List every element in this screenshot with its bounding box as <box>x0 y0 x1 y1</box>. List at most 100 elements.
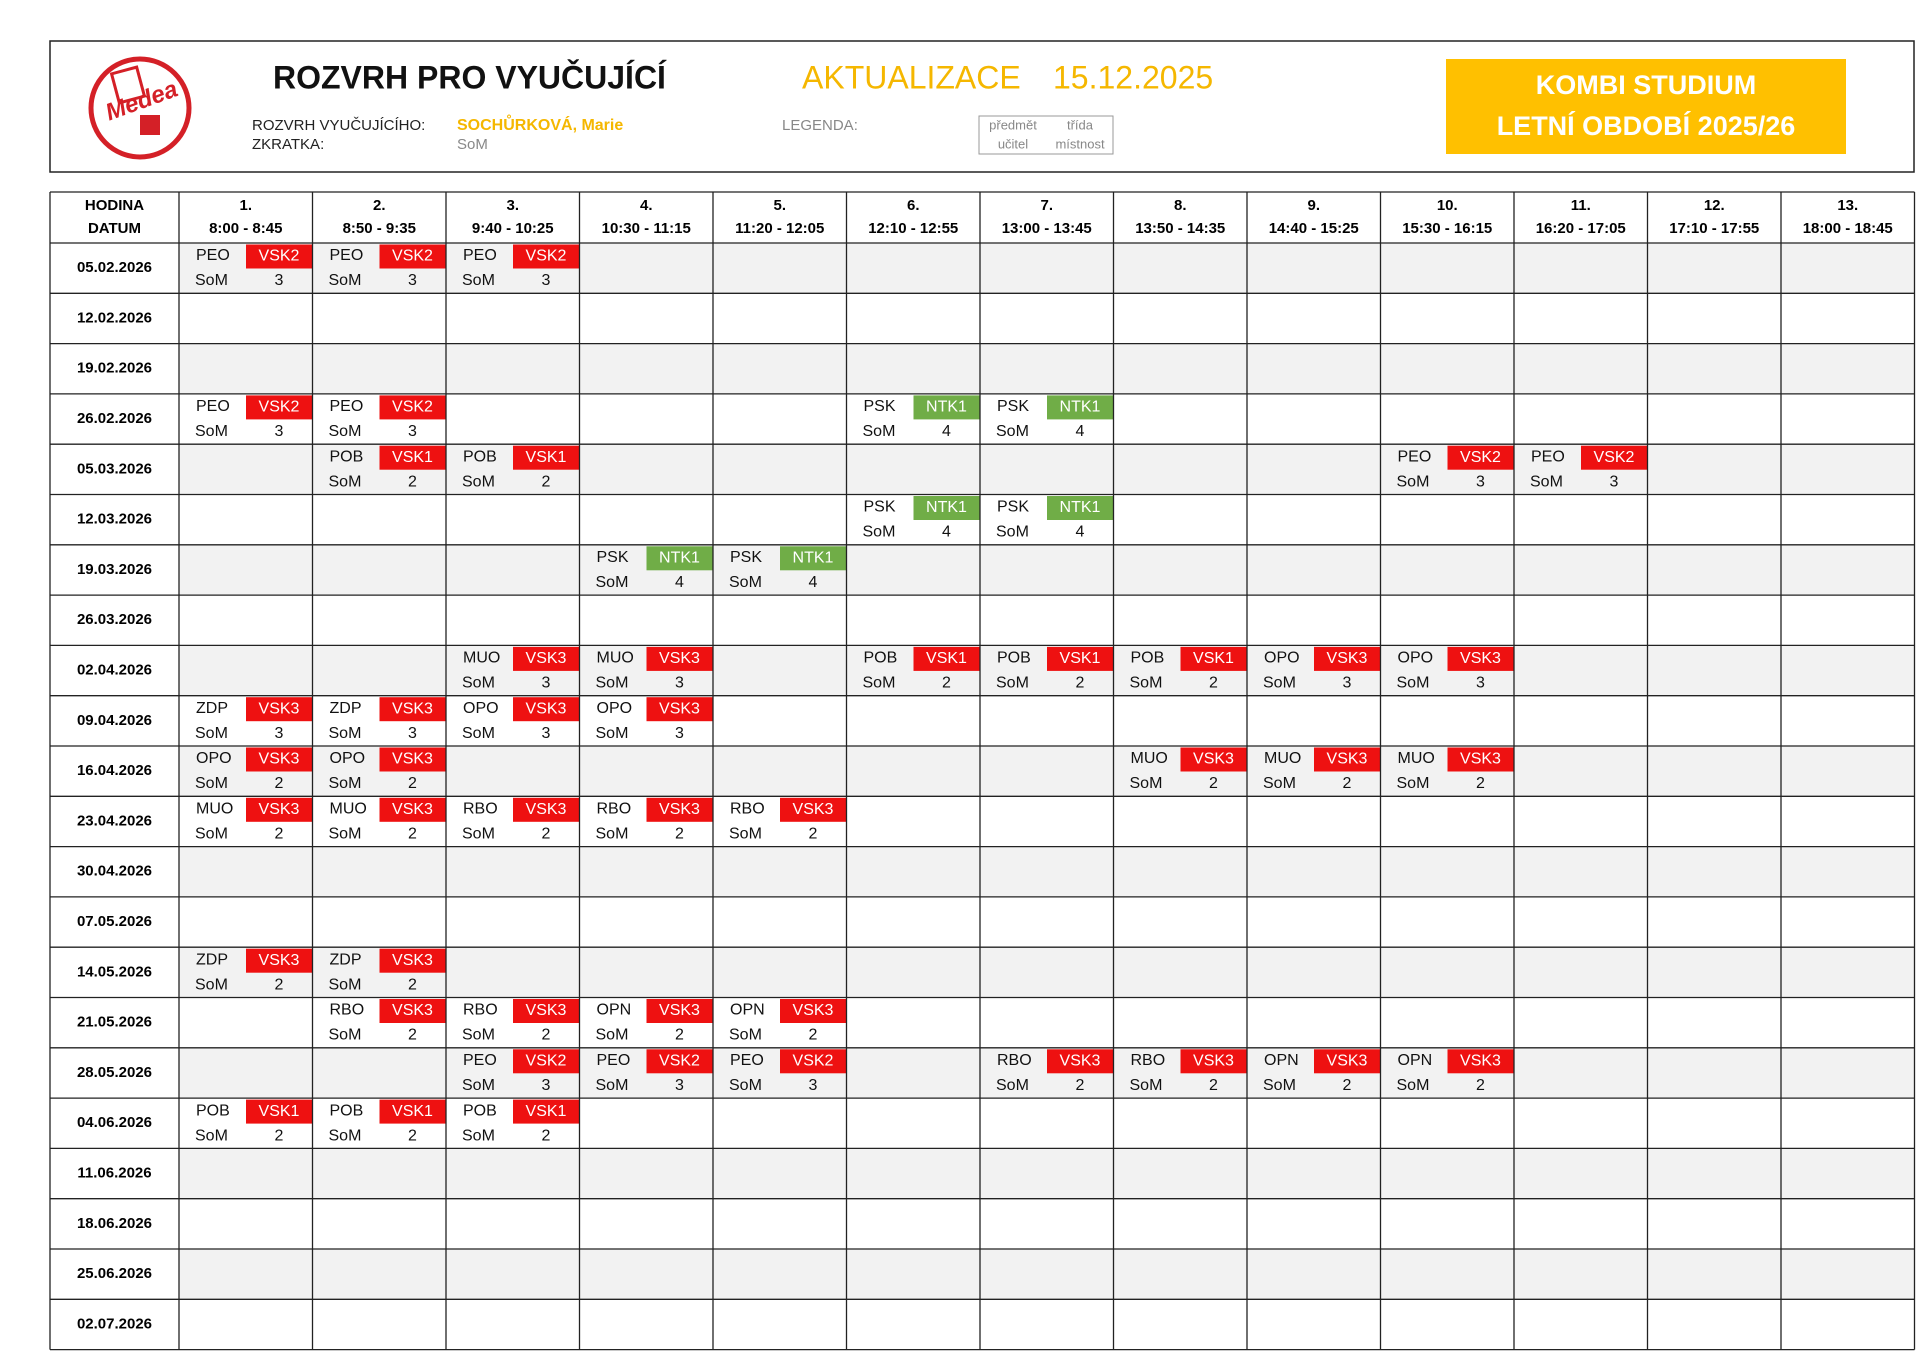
date: 25.06.2026 <box>77 1265 152 1282</box>
date: 02.07.2026 <box>77 1315 152 1332</box>
teacher: SoM <box>329 976 362 993</box>
teacher: SoM <box>195 725 228 742</box>
date: 30.04.2026 <box>77 863 152 880</box>
room: VSK3 <box>526 801 567 818</box>
teacher: SoM <box>1263 675 1296 692</box>
room: VSK3 <box>1460 1053 1501 1070</box>
room: NTK1 <box>926 399 967 416</box>
class: 3 <box>275 423 284 440</box>
period-number: 1. <box>239 197 252 214</box>
room: NTK1 <box>659 550 700 567</box>
subject: ZDP <box>330 700 362 717</box>
teacher: SoM <box>195 976 228 993</box>
teacher: SoM <box>596 826 629 843</box>
room: VSK3 <box>1193 751 1234 768</box>
period-time: 15:30 - 16:15 <box>1402 220 1492 237</box>
room-badge <box>1180 747 1247 772</box>
class: 2 <box>942 675 951 692</box>
subject: PSK <box>997 398 1029 415</box>
class: 2 <box>542 1127 551 1144</box>
subject: PSK <box>730 549 762 566</box>
teacher: SoM <box>329 775 362 792</box>
room-badge <box>780 797 847 822</box>
room: VSK3 <box>526 650 567 667</box>
room-badge <box>513 244 580 269</box>
title: ROZVRH PRO VYUČUJÍCÍ <box>273 59 667 95</box>
room-badge <box>646 797 713 822</box>
room-badge <box>1314 646 1381 671</box>
period-number: 7. <box>1040 197 1053 214</box>
class: 2 <box>1209 675 1218 692</box>
legend-item: třída <box>1067 117 1094 132</box>
teacher: SoM <box>462 1127 495 1144</box>
room-badge <box>780 999 847 1023</box>
class: 2 <box>1076 675 1085 692</box>
room: VSK2 <box>659 1053 700 1070</box>
room: VSK3 <box>793 1002 834 1019</box>
class: 3 <box>408 423 417 440</box>
room: VSK1 <box>259 1103 300 1120</box>
teacher: SoM <box>1263 775 1296 792</box>
room: VSK3 <box>1327 751 1368 768</box>
teacher: SoM <box>1397 1077 1430 1094</box>
class: 2 <box>809 1027 818 1044</box>
class: 3 <box>1476 473 1485 490</box>
class: 3 <box>542 1077 551 1094</box>
period-time: 9:40 - 10:25 <box>472 220 554 237</box>
subject: OPO <box>196 750 232 767</box>
class: 4 <box>675 574 684 591</box>
room-badge <box>1447 445 1514 470</box>
room: VSK2 <box>392 399 433 416</box>
room: VSK3 <box>526 700 567 717</box>
teacher: SoM <box>195 272 228 289</box>
row-background <box>179 544 1915 596</box>
timetable: HODINA DATUM 1. 8:00 - 8:45 2. 8:50 - 9:35 3. 9… <box>49 191 1916 1351</box>
class: 2 <box>675 1027 684 1044</box>
date: 12.02.2026 <box>77 309 152 326</box>
period-number: 5. <box>773 197 786 214</box>
teacher: SoM <box>329 1127 362 1144</box>
class: 4 <box>942 423 951 440</box>
class: 3 <box>675 1077 684 1094</box>
subject: MUO <box>1398 750 1435 767</box>
room-badge <box>246 948 313 973</box>
row-background <box>179 645 1915 696</box>
teacher: SoM <box>1263 1077 1296 1094</box>
subject: MUO <box>1131 750 1168 767</box>
room-badge <box>513 646 580 671</box>
teacher: SoM <box>1397 675 1430 692</box>
subject: OPN <box>597 1002 632 1019</box>
class: 2 <box>1476 775 1485 792</box>
room-badge <box>513 1099 580 1124</box>
room: VSK1 <box>1060 650 1101 667</box>
subject: RBO <box>997 1052 1032 1069</box>
teacher: SoM <box>596 675 629 692</box>
room: VSK3 <box>793 801 834 818</box>
room: VSK3 <box>1460 751 1501 768</box>
date: 21.05.2026 <box>77 1014 152 1031</box>
date: 12.03.2026 <box>77 511 152 528</box>
subject: OPO <box>463 700 499 717</box>
subject: ZDP <box>330 951 362 968</box>
teacher: SoM <box>729 574 762 591</box>
date: 16.04.2026 <box>77 762 152 779</box>
subject: RBO <box>463 801 498 818</box>
abbr-label: ZKRATKA: <box>252 136 324 153</box>
subject: RBO <box>1131 1052 1166 1069</box>
period-number: 8. <box>1174 197 1187 214</box>
subject: RBO <box>463 1002 498 1019</box>
legend-item: předmět <box>989 117 1037 132</box>
row-background <box>179 1047 1915 1099</box>
teacher: SoM <box>596 1027 629 1044</box>
room: VSK3 <box>259 952 300 969</box>
class: 2 <box>408 976 417 993</box>
teacher: SoM <box>729 826 762 843</box>
room: VSK3 <box>392 952 433 969</box>
period-time: 8:50 - 9:35 <box>343 220 416 237</box>
banner-line: LETNÍ OBDOBÍ 2025/26 <box>1497 110 1796 141</box>
room-badge <box>1314 1049 1381 1074</box>
period-time: 11:20 - 12:05 <box>735 220 824 237</box>
period-time: 18:00 - 18:45 <box>1803 220 1893 237</box>
room: VSK3 <box>392 751 433 768</box>
